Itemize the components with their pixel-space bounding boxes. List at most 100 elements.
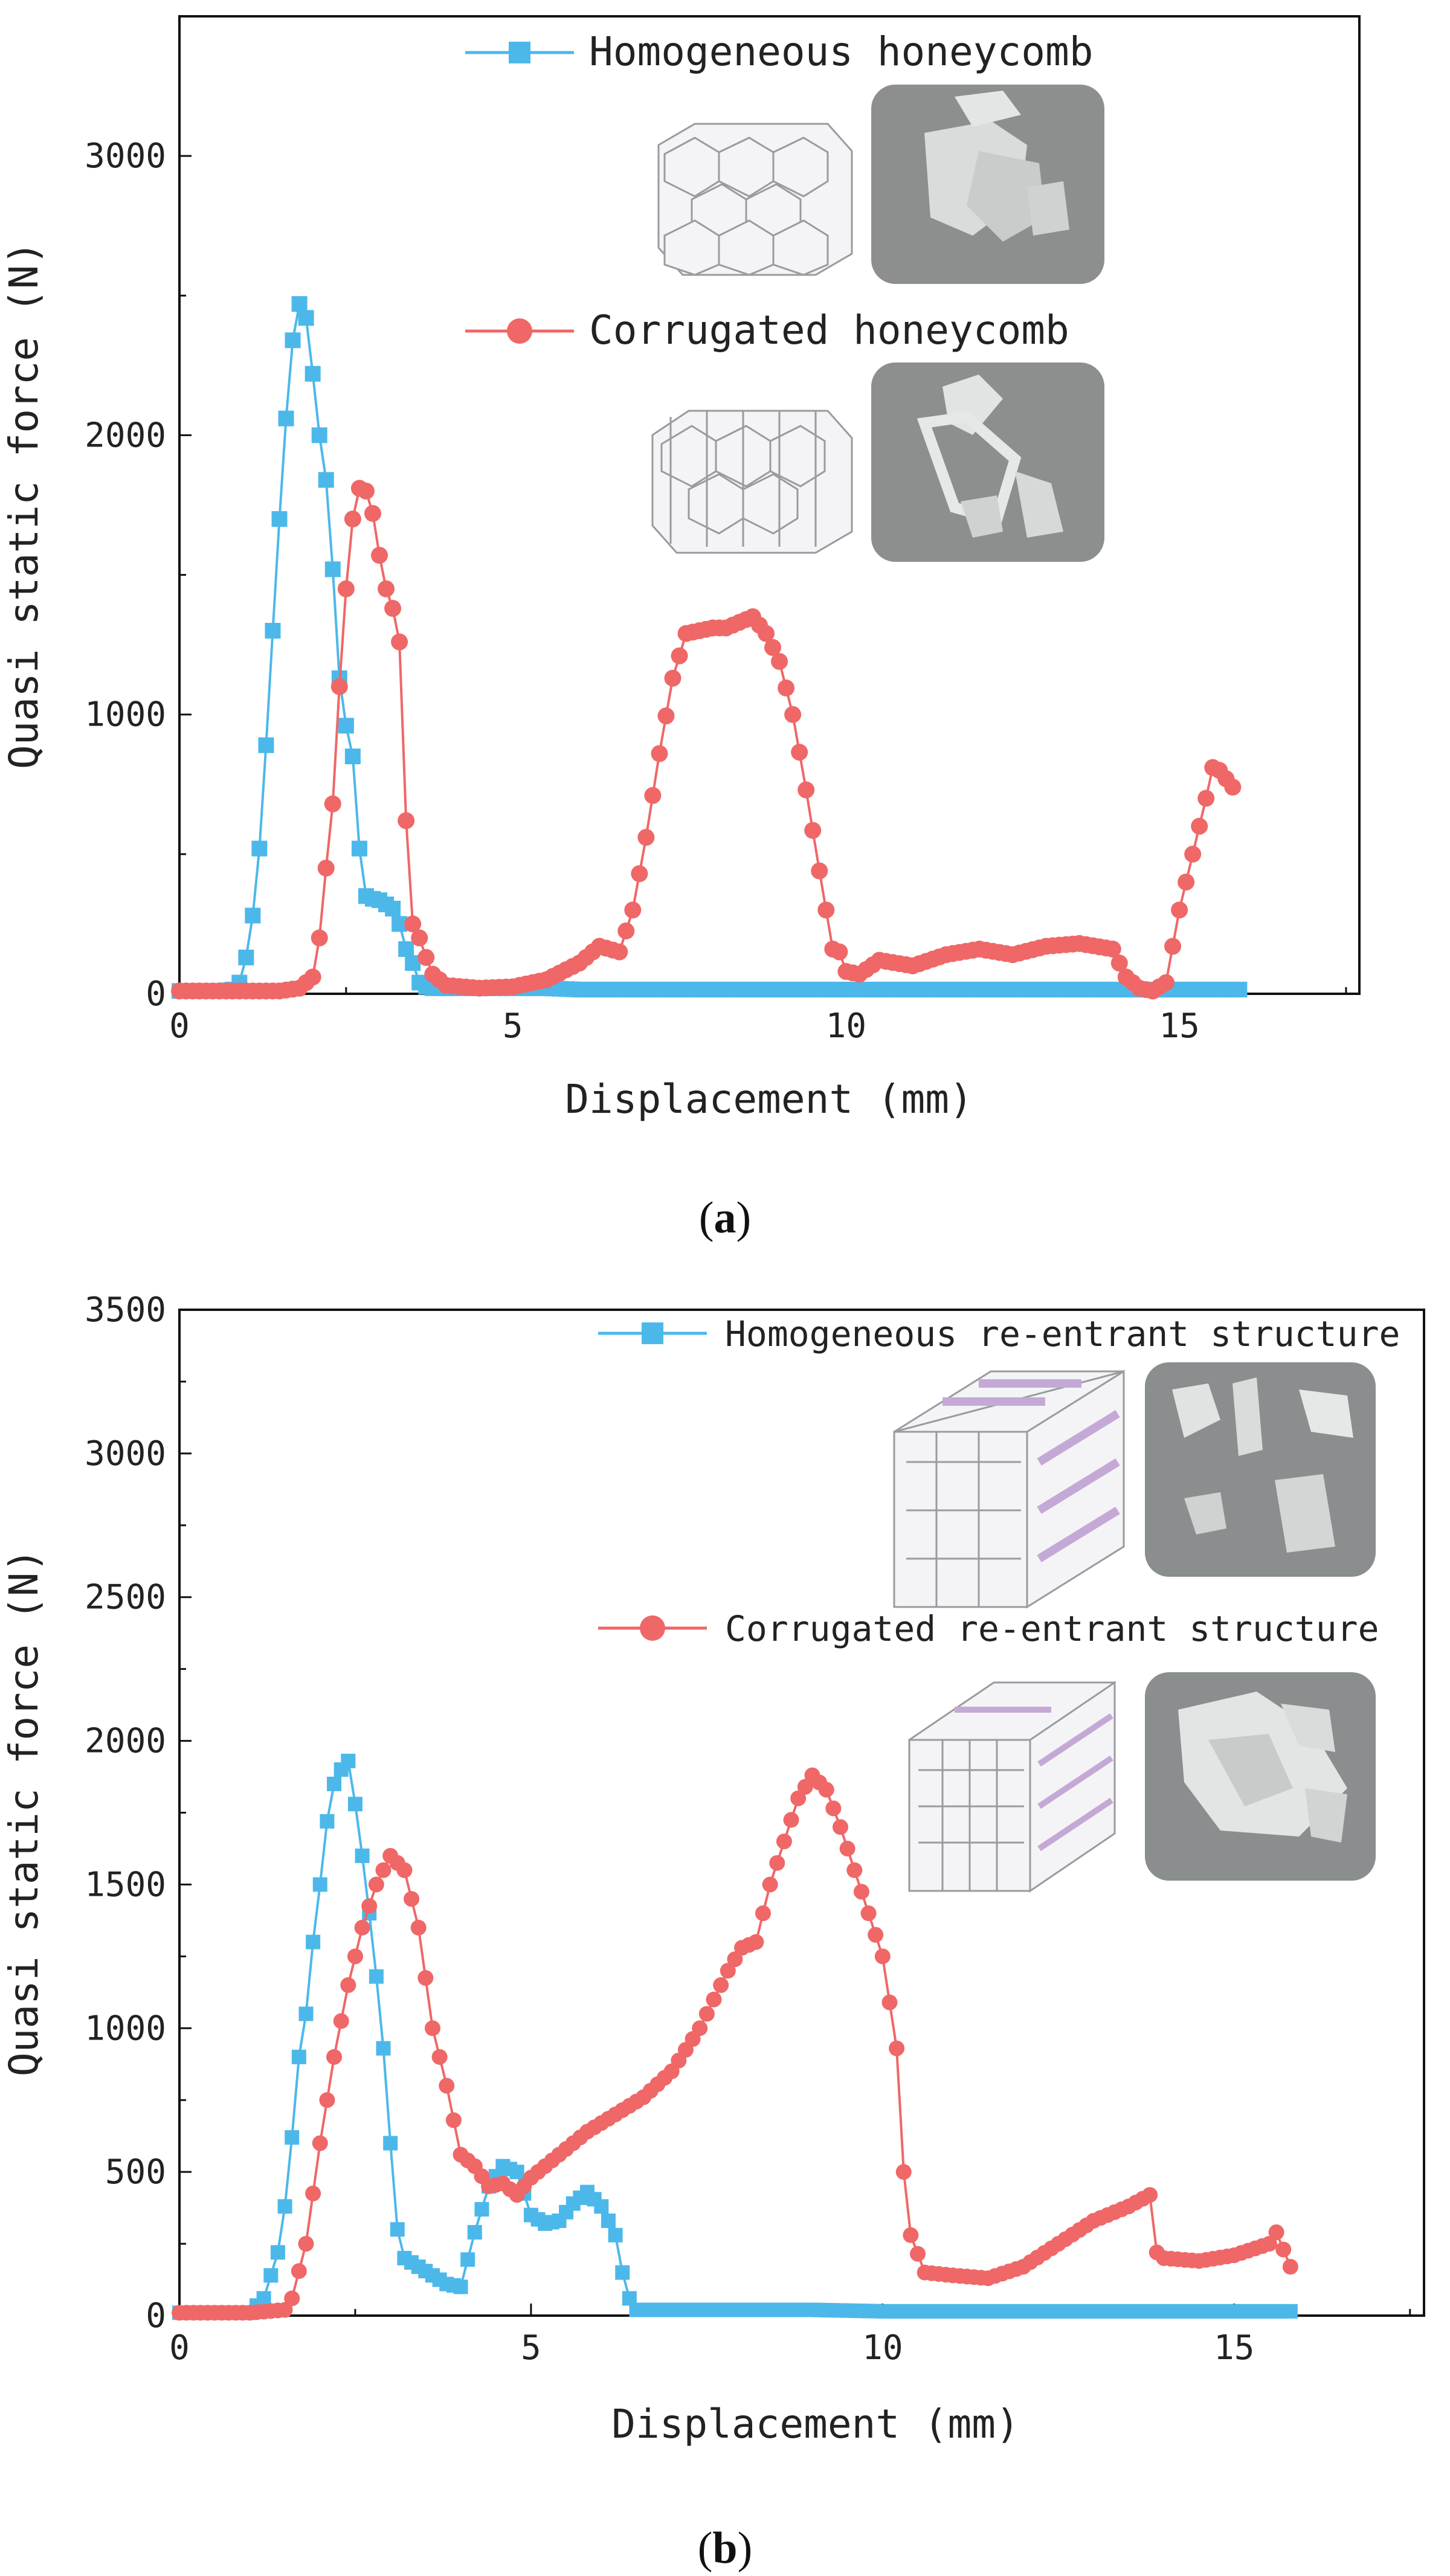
data-point [424,2020,440,2037]
panel-b-series [172,1753,1298,2321]
data-point [256,2291,271,2306]
panel-a-x-axis-label: Displacement (mm) [565,1076,973,1122]
data-point [611,943,628,961]
data-point [833,1819,849,1835]
data-point [853,1884,869,1900]
data-point [791,744,808,761]
data-point [291,296,308,312]
data-point [692,2020,708,2037]
panel-a-inset-homogeneous-photo [871,85,1104,284]
data-point [439,2078,455,2094]
data-point [410,1919,427,1936]
data-point [615,2265,630,2280]
data-point [698,2006,715,2022]
data-point [312,2135,328,2151]
data-point [271,511,288,527]
data-point [1275,2241,1292,2258]
panel-a-y-axis-label: Quasi static force (N) [1,241,47,769]
y-tick-label: 1000 [85,2009,166,2048]
data-point [344,510,361,528]
y-tick-label: 2500 [85,1578,166,1617]
data-point [385,901,401,917]
data-point [798,781,815,799]
panel-a-series [171,296,1248,1000]
data-point [474,2201,489,2217]
data-point [341,1753,356,1768]
data-point [706,1991,722,2008]
data-point [375,1862,392,1878]
data-point [910,2246,926,2262]
data-point [637,829,655,846]
panel-b-caption: (b) [698,2523,752,2573]
x-tick-label: 10 [862,2328,903,2368]
data-point [755,1905,771,1921]
data-point [376,2041,391,2056]
data-point [258,737,274,753]
panel-b-legend-marker-square [642,1322,663,1344]
data-point [1171,901,1188,919]
y-tick-label: 2000 [85,1722,166,1761]
data-point [453,2279,468,2294]
data-point [326,2049,343,2065]
data-point [903,2227,919,2243]
data-point [304,365,321,382]
data-point [298,2236,314,2252]
series-corrugated-re-entrant-structure [172,1767,1298,2321]
data-point [797,1779,813,1795]
data-point [305,2185,321,2201]
panel-a-caption: (a) [699,1193,751,1243]
data-point [355,1848,370,1863]
data-point [846,1862,863,1878]
data-point [817,901,835,919]
data-point [784,706,802,723]
data-point [369,1969,384,1984]
panel-b-legend-label-homogeneous: Homogeneous re-entrant structure [725,1313,1400,1354]
data-point [757,625,775,642]
data-point [776,1834,792,1850]
data-point [312,1877,327,1892]
data-point [318,472,334,488]
x-tick-label: 10 [826,1006,866,1046]
data-point [270,2245,285,2260]
data-point [831,943,848,961]
data-point [608,2227,623,2243]
data-point [868,1927,884,1943]
panel-a: 0 5 10 15 0 1000 2000 3000 Homogeneous honeycom… [1,15,1361,1243]
data-point [594,2199,609,2214]
data-point [1104,941,1121,958]
data-point [417,1970,434,1986]
data-point [391,633,408,651]
panel-b-inset-homogeneous-model [893,1370,1125,1609]
panel-b: 0 5 10 15 0 500 1000 1500 2000 2500 3000 3500 Homog… [1,1290,1425,2573]
data-point [762,1876,778,1893]
data-point [790,1790,807,1806]
data-point [713,1977,729,1993]
data-point [333,2013,349,2029]
data-point [1142,2187,1158,2203]
data-point [398,812,415,829]
data-point [383,2136,398,2151]
data-point [311,929,328,947]
data-point [1178,874,1195,891]
data-point [727,1951,743,1968]
data-point [251,840,268,857]
x-tick-label: 15 [1159,1006,1199,1046]
data-point [895,2164,912,2180]
data-point [390,2222,405,2237]
data-point [411,929,428,947]
y-tick-label: 3500 [85,1290,166,1330]
panel-a-legend: Homogeneous honeycomb Corrugated honeyco… [465,28,1093,353]
panel-b-inset-corrugated-photo [1145,1672,1376,1881]
data-point [467,2225,482,2240]
data-point [364,504,381,522]
data-point [431,2049,448,2065]
data-point [631,865,648,883]
panel-a-legend-marker-square [509,42,530,63]
data-point [601,2214,616,2229]
panel-a-ticks: 0 5 10 15 0 1000 2000 3000 [85,137,1347,1046]
panel-a-inset-corrugated-model [651,410,853,554]
data-point [720,1963,736,1979]
data-point [324,795,341,813]
